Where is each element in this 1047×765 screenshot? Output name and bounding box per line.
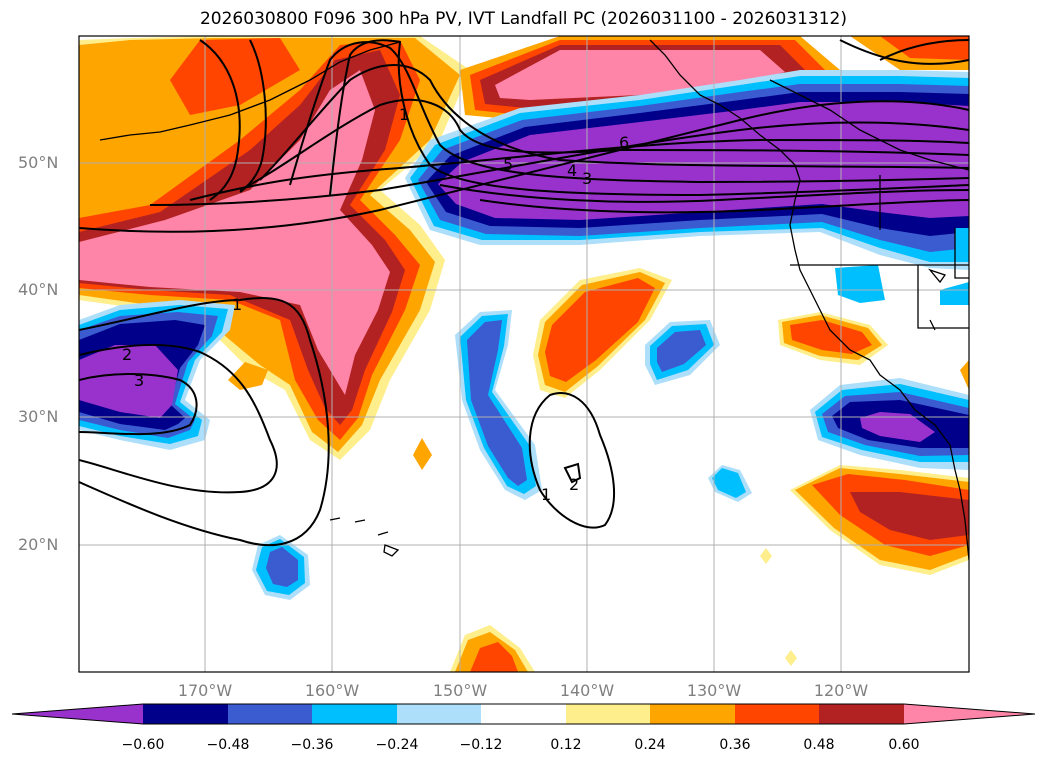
latitude-label: 30°N — [18, 407, 59, 426]
longitude-label: 160°W — [304, 681, 360, 700]
colorbar-tick-label: −0.24 — [375, 737, 419, 753]
contour-label: 5 — [503, 155, 513, 174]
contour-label: 3 — [582, 169, 592, 188]
contour-label: 1 — [232, 295, 242, 314]
colorbar-tick-label: −0.48 — [206, 737, 250, 753]
longitude-label: 150°W — [432, 681, 488, 700]
colorbar-tick-label: −0.60 — [121, 737, 165, 753]
contour-label: 1 — [399, 105, 409, 124]
contour-label: 2 — [122, 345, 132, 364]
contour-label: 3 — [134, 371, 144, 390]
colorbar-segment — [312, 704, 397, 724]
longitude-label: 170°W — [177, 681, 233, 700]
colorbar-tick-label: 0.36 — [719, 737, 751, 753]
colorbar-segment — [143, 704, 228, 724]
latitude-label: 40°N — [18, 280, 59, 299]
colorbar-tick-label: 0.24 — [634, 737, 666, 753]
colorbar-max-arrow — [904, 704, 1035, 724]
colorbar-segment — [481, 704, 566, 724]
contour-label: 4 — [567, 161, 577, 180]
colorbar-segment — [397, 704, 481, 724]
contour-label: 6 — [619, 133, 629, 152]
map-title: 2026030800 F096 300 hPa PV, IVT Landfall… — [199, 9, 847, 29]
longitude-label: 130°W — [686, 681, 742, 700]
colorbar — [11, 703, 1036, 725]
map-plot-area — [79, 36, 969, 672]
colorbar-segment — [819, 704, 904, 724]
colorbar-tick-label: 0.12 — [550, 737, 582, 753]
latitude-label: 20°N — [18, 535, 59, 554]
colorbar-tick-label: −0.12 — [459, 737, 503, 753]
colorbar-tick-label: −0.36 — [290, 737, 334, 753]
longitude-label: 140°W — [559, 681, 615, 700]
colorbar-min-arrow — [12, 704, 143, 724]
longitude-label: 120°W — [813, 681, 869, 700]
latitude-label: 50°N — [18, 153, 59, 172]
coastline — [99, 39, 969, 561]
colorbar-segment — [650, 704, 735, 724]
contour-labels: 1 1 1 2 2 3 3 4 5 6 — [122, 105, 629, 504]
colorbar-segment — [566, 704, 650, 724]
colorbar-tick-label: 0.48 — [803, 737, 835, 753]
colorbar-segment — [735, 704, 819, 724]
colorbar-tick-label: 0.60 — [888, 737, 920, 753]
colorbar-segment — [228, 704, 312, 724]
contour-label: 1 — [541, 485, 551, 504]
contour-label: 2 — [569, 475, 579, 494]
colorbar-outline — [11, 703, 1036, 725]
map-frame — [78, 35, 970, 673]
positive-anomaly-fill — [79, 36, 969, 672]
pv-contours — [79, 39, 969, 547]
